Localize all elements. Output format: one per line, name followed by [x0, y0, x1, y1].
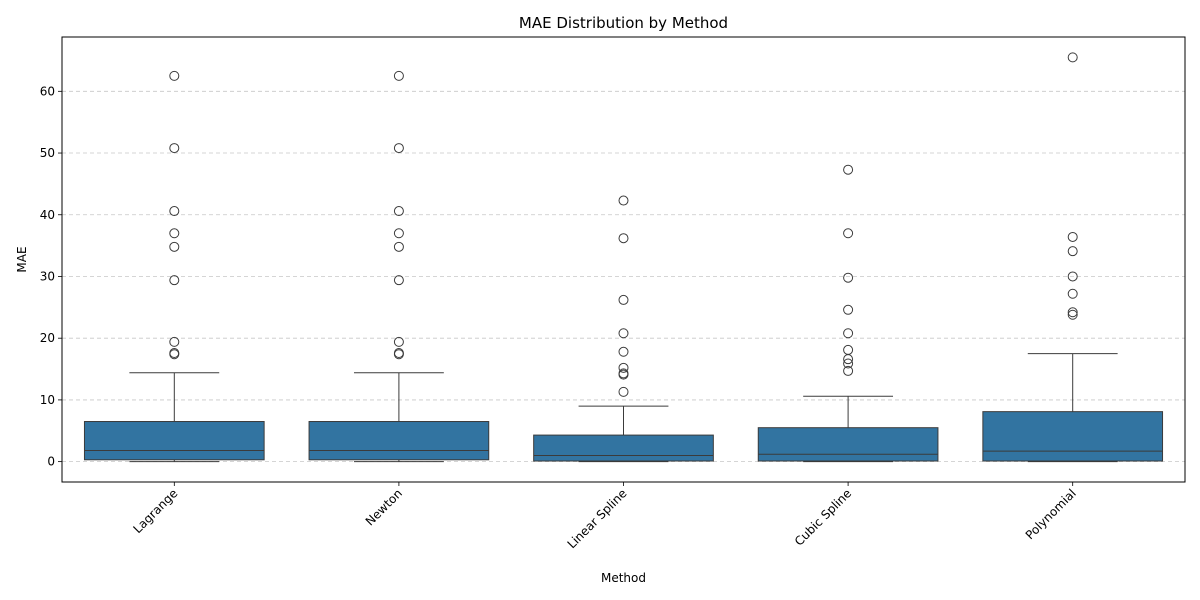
- axes: 0 10 20 30 40 50 60 Lagrange Newton Linear Spline…: [40, 84, 1079, 551]
- outlier-point: [618, 368, 629, 379]
- outlier-point: [1067, 271, 1078, 282]
- iqr-box: [982, 411, 1164, 462]
- outlier-point: [1067, 246, 1078, 257]
- x-tick-label: Newton: [363, 486, 405, 528]
- outlier-point: [393, 228, 404, 239]
- x-tick-label: Lagrange: [131, 486, 181, 536]
- iqr-box: [308, 421, 490, 461]
- y-tick-label: 40: [40, 208, 55, 222]
- outlier-point: [1067, 288, 1078, 299]
- iqr-box: [533, 434, 714, 462]
- outlier-point: [1067, 231, 1078, 242]
- outlier-point: [169, 70, 180, 81]
- outlier-point: [618, 294, 629, 305]
- outlier-point: [618, 386, 629, 397]
- box-lagrange: [83, 70, 265, 463]
- outlier-point: [393, 70, 404, 81]
- y-tick-label: 10: [40, 393, 55, 407]
- outlier-point: [843, 228, 854, 239]
- y-tick-label: 0: [47, 455, 55, 469]
- outlier-point: [393, 348, 404, 359]
- outlier-point: [169, 348, 180, 359]
- outlier-point: [1067, 52, 1078, 63]
- outlier-point: [393, 275, 404, 286]
- outlier-point: [618, 362, 629, 373]
- outlier-point: [618, 233, 629, 244]
- chart-title: MAE Distribution by Method: [519, 14, 728, 32]
- box-cubic-spline: [757, 164, 939, 463]
- box-linear-spline: [533, 195, 714, 463]
- outlier-point: [618, 195, 629, 206]
- outlier-point: [169, 143, 180, 154]
- box-polynomial: [982, 52, 1164, 463]
- outlier-point: [169, 336, 180, 347]
- y-tick-label: 60: [40, 84, 55, 98]
- outlier-point: [393, 241, 404, 252]
- y-tick-label: 30: [40, 269, 55, 283]
- outlier-point: [843, 365, 854, 376]
- outlier-point: [1067, 309, 1078, 320]
- outlier-point: [169, 241, 180, 252]
- x-axis-label: Method: [601, 571, 646, 585]
- outlier-point: [393, 143, 404, 154]
- iqr-box: [83, 421, 265, 461]
- outlier-point: [169, 275, 180, 286]
- x-tick-label: Polynomial: [1023, 486, 1079, 542]
- iqr-box: [757, 427, 939, 462]
- y-tick-label: 50: [40, 146, 55, 160]
- x-tick-label: Cubic Spline: [792, 486, 854, 548]
- outlier-point: [843, 328, 854, 339]
- outlier-point: [393, 206, 404, 217]
- outlier-point: [169, 206, 180, 217]
- outlier-point: [618, 346, 629, 357]
- outlier-point: [843, 272, 854, 283]
- outlier-point: [843, 344, 854, 355]
- outlier-point: [843, 304, 854, 315]
- box-newton: [308, 70, 490, 463]
- outlier-point: [843, 164, 854, 175]
- outlier-point: [843, 358, 854, 369]
- y-axis-label: MAE: [15, 246, 29, 272]
- outlier-point: [1067, 307, 1078, 318]
- y-tick-label: 20: [40, 331, 55, 345]
- boxes: [83, 52, 1164, 463]
- outlier-point: [169, 228, 180, 239]
- x-tick-label: Linear Spline: [565, 486, 630, 551]
- outlier-point: [618, 328, 629, 339]
- outlier-point: [393, 336, 404, 347]
